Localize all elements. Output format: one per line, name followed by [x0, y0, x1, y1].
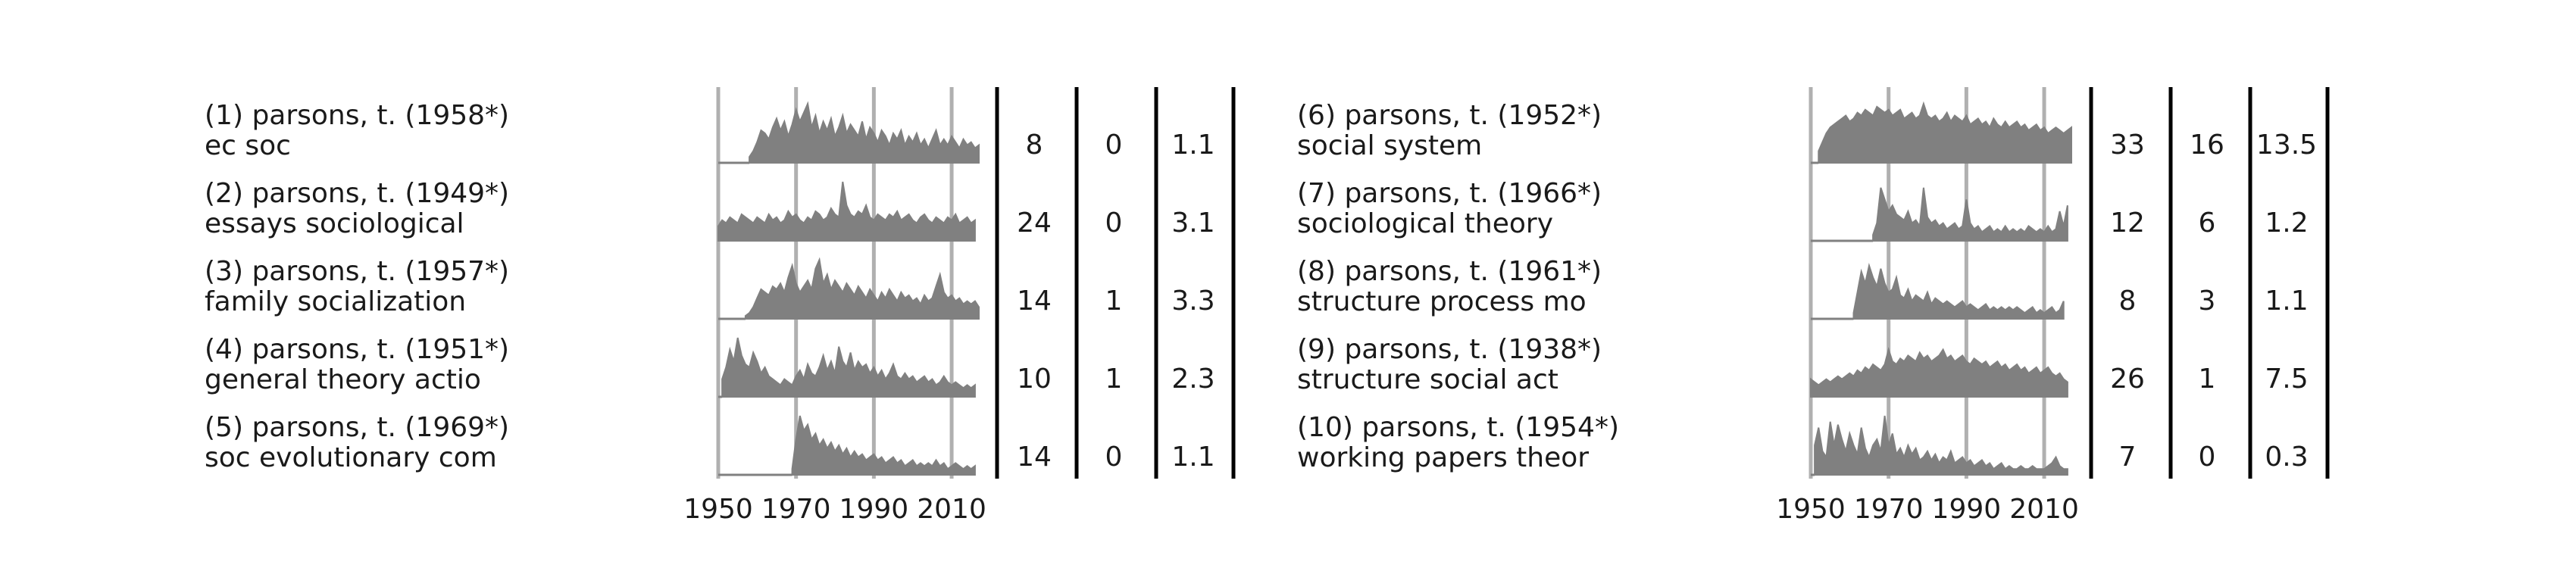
row-stat3-value: 13.5	[2256, 130, 2317, 161]
citation-area-series	[1811, 187, 2068, 242]
row-label-title: essays sociological	[205, 208, 464, 239]
row-label-title: ec soc	[205, 130, 291, 161]
row-stat3-value: 1.1	[2265, 286, 2308, 317]
row-stat3-value: 2.3	[1171, 364, 1215, 395]
x-tick-label: 2010	[917, 494, 986, 525]
row-stat1-value: 8	[1026, 130, 1043, 161]
x-tick-label: 1990	[1932, 494, 2002, 525]
citation-area-series	[718, 337, 976, 398]
row-stat1-value: 26	[2110, 364, 2145, 395]
row-label-title: structure process mo	[1297, 286, 1587, 317]
row-stat3-value: 1.1	[1171, 130, 1215, 161]
row-label-reference: (6) parsons, t. (1952*)	[1297, 100, 1602, 131]
row-stat3-value: 3.3	[1171, 286, 1215, 317]
x-tick-label: 1950	[683, 494, 753, 525]
row-label-reference: (10) parsons, t. (1954*)	[1297, 412, 1619, 443]
row-label-reference: (8) parsons, t. (1961*)	[1297, 256, 1602, 287]
row-stat1-value: 14	[1017, 442, 1052, 473]
row-label-title: soc evolutionary com	[205, 442, 497, 473]
row-label-title: family socialization	[205, 286, 466, 317]
citation-area-series	[1811, 101, 2072, 164]
row-stat3-value: 7.5	[2265, 364, 2308, 395]
row-stat1-value: 33	[2110, 130, 2145, 161]
citation-area-series	[718, 101, 980, 164]
row-stat2-value: 0	[2199, 442, 2216, 473]
row-label-reference: (9) parsons, t. (1938*)	[1297, 334, 1602, 365]
row-label-title: social system	[1297, 130, 1482, 161]
row-stat1-value: 10	[1017, 364, 1052, 395]
row-label-title: sociological theory	[1297, 208, 1553, 239]
citation-area-series	[718, 257, 980, 320]
row-stat2-value: 1	[1105, 286, 1123, 317]
row-label-reference: (3) parsons, t. (1957*)	[205, 256, 509, 287]
row-label-reference: (2) parsons, t. (1949*)	[205, 178, 509, 209]
x-tick-label: 1970	[1854, 494, 1924, 525]
citation-area-series	[1811, 262, 2065, 320]
row-stat2-value: 0	[1105, 442, 1123, 473]
row-stat1-value: 8	[2119, 286, 2137, 317]
citation-area-series	[718, 415, 976, 476]
row-label-reference: (4) parsons, t. (1951*)	[205, 334, 509, 365]
row-stat2-value: 0	[1105, 130, 1123, 161]
row-stat1-value: 24	[1017, 208, 1052, 239]
x-tick-label: 1970	[761, 494, 831, 525]
row-stat2-value: 6	[2199, 208, 2216, 239]
row-label-reference: (5) parsons, t. (1969*)	[205, 412, 509, 443]
row-stat3-value: 1.1	[1171, 442, 1215, 473]
x-tick-label: 2010	[2009, 494, 2079, 525]
row-label-title: working papers theor	[1297, 442, 1589, 473]
row-stat3-value: 0.3	[2265, 442, 2308, 473]
row-stat2-value: 0	[1105, 208, 1123, 239]
row-stat1-value: 14	[1017, 286, 1052, 317]
row-stat1-value: 7	[2119, 442, 2137, 473]
row-stat3-value: 3.1	[1171, 208, 1215, 239]
x-tick-label: 1990	[839, 494, 909, 525]
row-stat2-value: 1	[1105, 364, 1123, 395]
row-label-title: general theory actio	[205, 364, 481, 395]
citation-area-series	[1811, 415, 2068, 476]
row-stat2-value: 1	[2199, 364, 2216, 395]
row-stat2-value: 3	[2199, 286, 2216, 317]
row-label-reference: (7) parsons, t. (1966*)	[1297, 178, 1602, 209]
citation-area-series	[717, 181, 976, 242]
row-stat3-value: 1.2	[2265, 208, 2308, 239]
row-stat1-value: 12	[2110, 208, 2145, 239]
row-stat2-value: 16	[2190, 130, 2224, 161]
citation-area-series	[1810, 347, 2068, 398]
row-label-reference: (1) parsons, t. (1958*)	[205, 100, 509, 131]
x-tick-label: 1950	[1776, 494, 1846, 525]
row-label-title: structure social act	[1297, 364, 1558, 395]
